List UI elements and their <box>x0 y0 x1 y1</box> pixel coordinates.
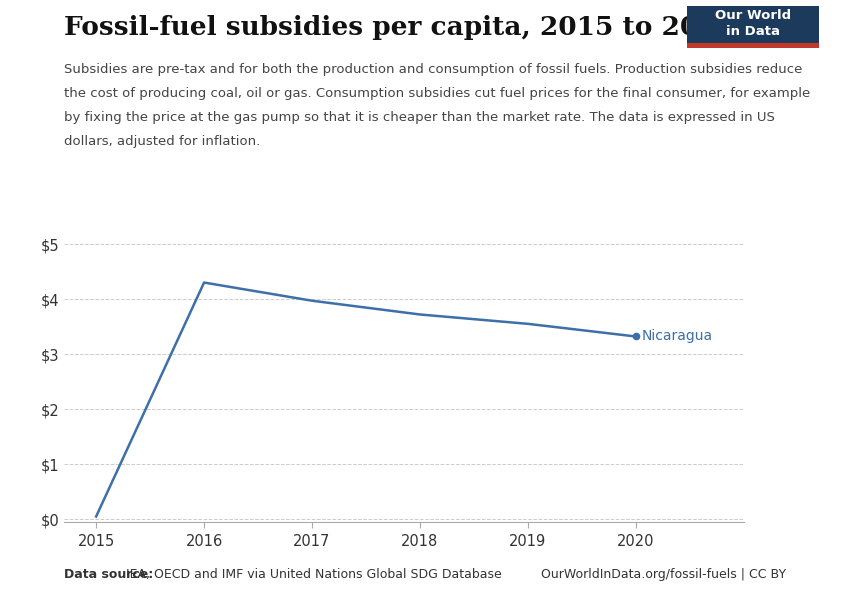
Text: Subsidies are pre-tax and for both the production and consumption of fossil fuel: Subsidies are pre-tax and for both the p… <box>64 63 802 76</box>
Text: Our World
in Data: Our World in Data <box>715 9 791 38</box>
Text: Nicaragua: Nicaragua <box>641 329 712 343</box>
Text: dollars, adjusted for inflation.: dollars, adjusted for inflation. <box>64 135 260 148</box>
Text: by fixing the price at the gas pump so that it is cheaper than the market rate. : by fixing the price at the gas pump so t… <box>64 111 774 124</box>
Text: IEA, OECD and IMF via United Nations Global SDG Database: IEA, OECD and IMF via United Nations Glo… <box>122 568 501 581</box>
Text: Fossil-fuel subsidies per capita, 2015 to 2020: Fossil-fuel subsidies per capita, 2015 t… <box>64 15 734 40</box>
Text: OurWorldInData.org/fossil-fuels | CC BY: OurWorldInData.org/fossil-fuels | CC BY <box>541 568 786 581</box>
Text: Data source:: Data source: <box>64 568 153 581</box>
Text: the cost of producing coal, oil or gas. Consumption subsidies cut fuel prices fo: the cost of producing coal, oil or gas. … <box>64 87 810 100</box>
